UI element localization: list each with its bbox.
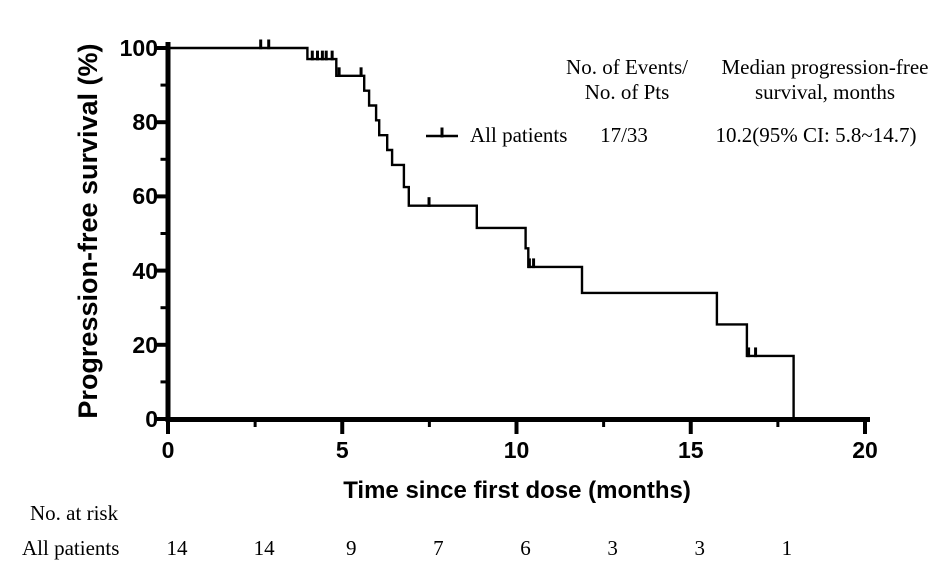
legend-events-value: 17/33 bbox=[600, 123, 648, 147]
risk-count-0: 14 bbox=[166, 536, 188, 560]
legend-median-value: 10.2(95% CI: 5.8~14.7) bbox=[715, 123, 917, 147]
y-tick-label-40: 40 bbox=[132, 257, 158, 284]
x-tick-label-15: 15 bbox=[677, 437, 704, 463]
risk-count-12.5: 3 bbox=[607, 536, 618, 560]
legend-series-label: All patients bbox=[470, 123, 568, 147]
x-tick-label-20: 20 bbox=[852, 437, 878, 463]
risk-count-15: 3 bbox=[694, 536, 706, 560]
risk-count-5: 9 bbox=[346, 536, 357, 560]
risk-row-label: All patients bbox=[22, 536, 120, 560]
x-tick-label-5: 5 bbox=[335, 437, 349, 463]
risk-table-title: No. at risk bbox=[30, 501, 119, 525]
y-tick-label-100: 100 bbox=[119, 35, 158, 61]
y-tick-label-20: 20 bbox=[132, 331, 158, 358]
y-tick-label-80: 80 bbox=[132, 109, 158, 136]
x-tick-label-10: 10 bbox=[503, 437, 530, 463]
risk-count-10: 6 bbox=[520, 536, 531, 560]
x-axis-title: Time since first dose (months) bbox=[343, 477, 691, 504]
x-tick-label-0: 0 bbox=[161, 437, 175, 463]
risk-count-17.5: 1 bbox=[781, 536, 793, 560]
risk-count-2.5: 14 bbox=[253, 536, 275, 560]
km-curve-all-patients bbox=[168, 46, 795, 419]
median-column-header-line2: survival, months bbox=[755, 80, 895, 104]
events-column-header-line1: No. of Events/ bbox=[566, 55, 688, 79]
events-column-header-line2: No. of Pts bbox=[584, 80, 670, 104]
y-tick-label-60: 60 bbox=[132, 183, 158, 210]
y-tick-label-0: 0 bbox=[145, 406, 158, 432]
median-column-header-line1: Median progression-free bbox=[721, 55, 929, 79]
risk-count-7.5: 7 bbox=[433, 536, 444, 560]
